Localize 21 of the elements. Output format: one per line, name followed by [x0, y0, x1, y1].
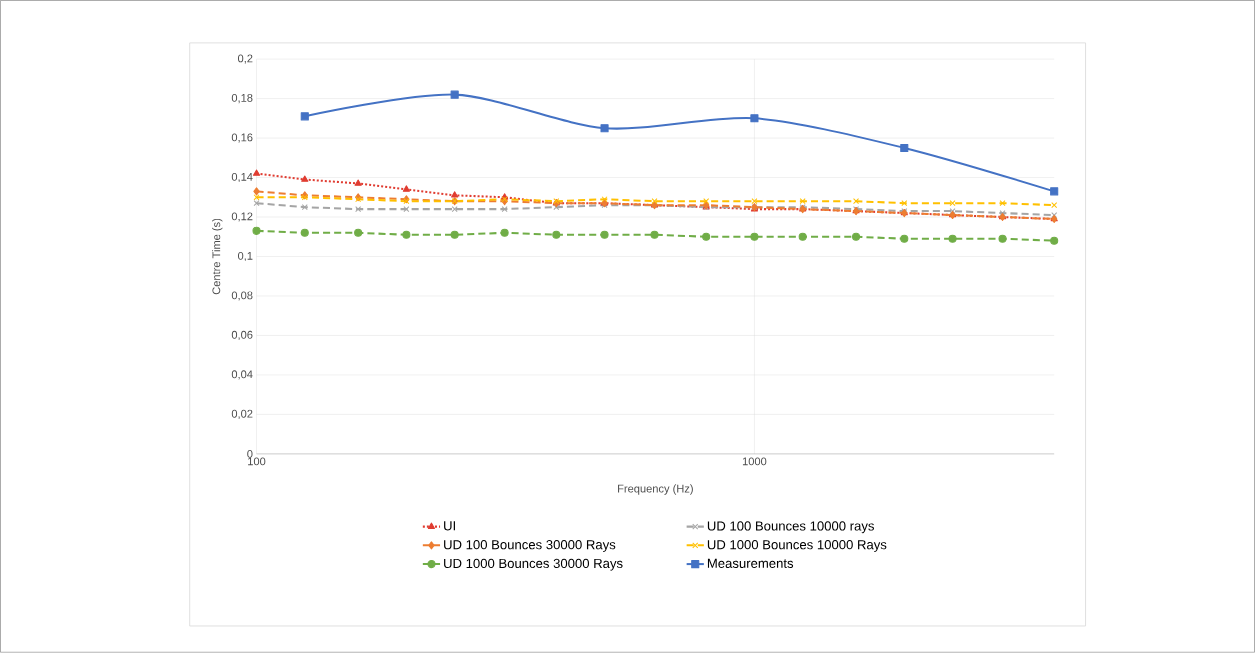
- legend-label: UI: [444, 521, 455, 531]
- x-axis-title: Frequency (Hz): [618, 484, 693, 495]
- y-tick-label: 0,12: [231, 212, 253, 222]
- y-tick-label: 0,08: [231, 291, 253, 301]
- y-axis-title: Centre Time (s): [212, 219, 223, 295]
- y-tick-label: 0: [247, 450, 253, 458]
- legend-label: UD 100 Bounces 10000 rays: [707, 521, 874, 534]
- y-tick-label: 0,18: [231, 94, 253, 104]
- legend-label: UD 1000 Bounces 10000 Rays: [707, 540, 887, 553]
- legend-label: UD 1000 Bounces 30000 Rays: [444, 558, 623, 571]
- y-tick-label: 0,04: [231, 370, 253, 380]
- y-tick-label: 0,02: [231, 409, 253, 420]
- y-tick-label: 0,2: [237, 54, 253, 64]
- legend-label: UD 100 Bounces 30000 Rays: [444, 540, 616, 553]
- legend-label: Measurements: [707, 558, 794, 569]
- x-tick-label: 1000: [742, 457, 767, 466]
- y-tick-label: 0,06: [231, 331, 253, 341]
- y-tick-label: 0,16: [231, 133, 253, 143]
- x-tick-label: 100: [248, 457, 266, 466]
- y-tick-label: 0,1: [237, 252, 253, 262]
- y-tick-label: 0,14: [231, 173, 253, 183]
